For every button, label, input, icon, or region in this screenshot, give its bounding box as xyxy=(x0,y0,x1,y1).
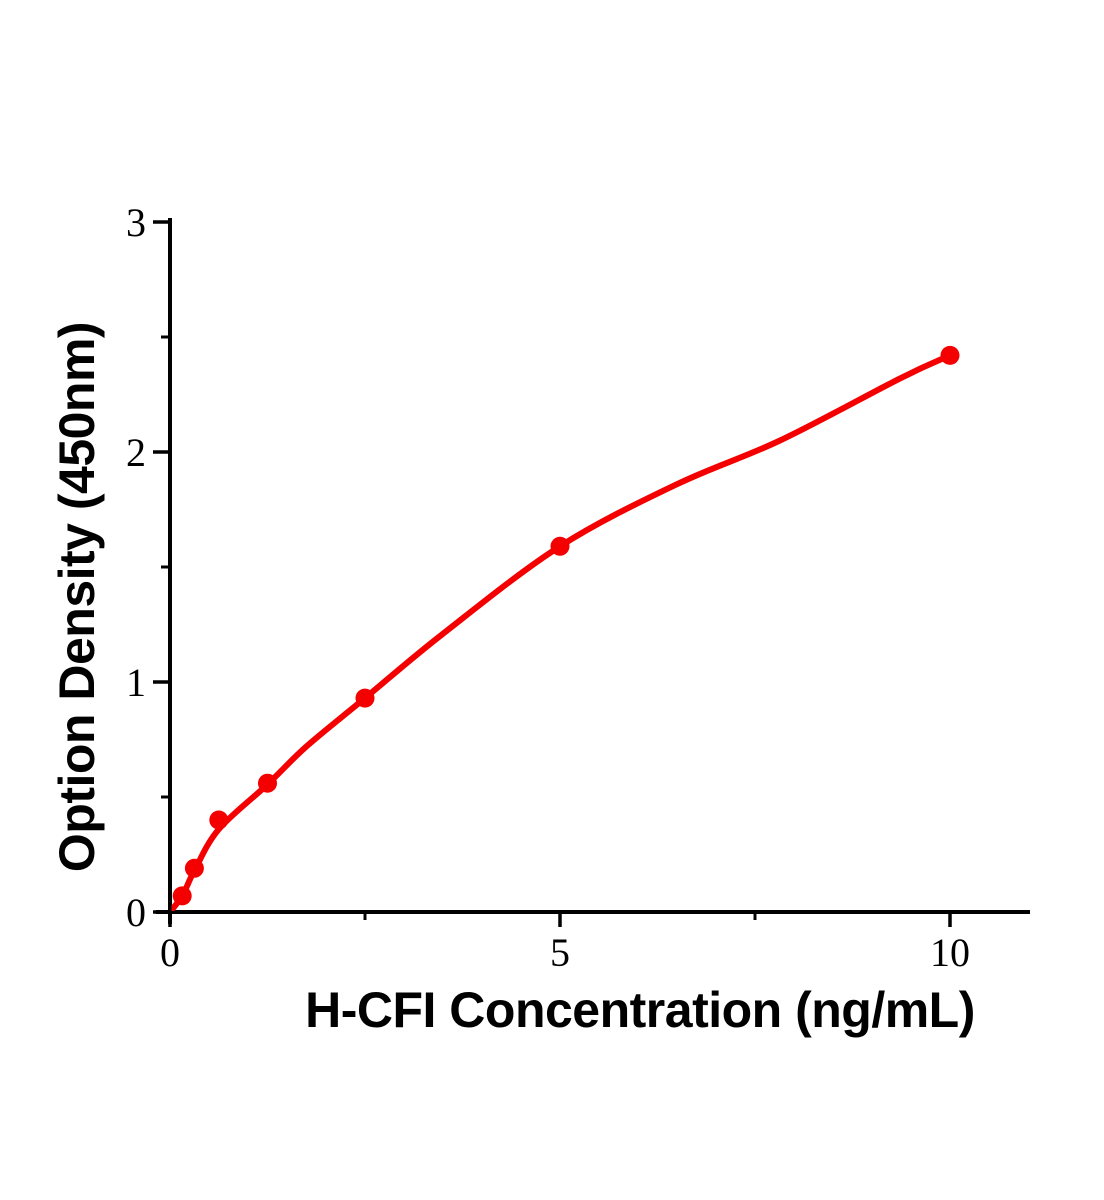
data-point xyxy=(172,886,192,906)
x-axis-title: H-CFI Concentration (ng/mL) xyxy=(305,982,975,1038)
x-tick-label: 0 xyxy=(160,930,180,975)
data-point xyxy=(550,536,570,556)
x-tick-label: 5 xyxy=(550,930,570,975)
fit-curve xyxy=(171,352,953,911)
data-point xyxy=(355,688,375,708)
data-point xyxy=(940,345,960,365)
data-point xyxy=(209,810,229,830)
y-axis-title: Option Density (450nm) xyxy=(49,321,105,873)
data-point xyxy=(258,773,277,793)
y-tick-label: 0 xyxy=(126,890,146,935)
data-point xyxy=(184,858,204,878)
y-tick-label: 3 xyxy=(126,200,146,245)
y-tick-label: 2 xyxy=(126,430,146,475)
x-tick-label: 10 xyxy=(930,930,970,975)
y-tick-label: 1 xyxy=(126,660,146,705)
